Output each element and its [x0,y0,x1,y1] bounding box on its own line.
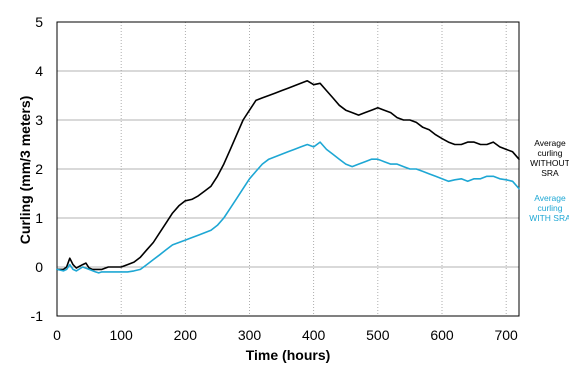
x-tick-label: 600 [430,327,454,343]
gridlines [57,22,519,316]
x-axis-ticks: 0 100 200 300 400 500 600 700 [53,327,518,343]
x-tick-label: 300 [238,327,262,343]
y-tick-label: 2 [35,161,43,177]
y-axis-label: Curling (mm/3 meters) [17,96,33,245]
legend: AveragecurlingWITHOUTSRAAveragecurlingWI… [529,138,569,223]
y-tick-label: -1 [31,308,44,324]
series-line-2 [56,141,520,274]
x-tick-label: 0 [53,327,61,343]
plot-area-border [56,21,520,317]
legend-text-line: Average [534,138,566,148]
x-tick-label: 400 [302,327,326,343]
legend-text-line: WITHOUT [530,158,569,168]
y-tick-label: 0 [35,259,43,275]
series-line-1 [56,80,520,271]
legend-text-line: SRA [541,168,559,178]
y-tick-label: 5 [35,14,43,30]
x-tick-label: 500 [366,327,390,343]
legend-text-line: Average [534,193,566,203]
legend-text-line: WITH SRA [529,213,569,223]
x-axis-label: Time (hours) [246,347,331,363]
legend-text-line: curling [537,203,562,213]
series-layer [56,80,520,274]
y-tick-label: 4 [35,63,43,79]
y-tick-label: 1 [35,210,43,226]
y-tick-label: 3 [35,112,43,128]
x-tick-label: 200 [174,327,198,343]
x-tick-label: 700 [494,327,518,343]
x-tick-label: 100 [109,327,133,343]
y-axis-ticks: -1 0 1 2 3 4 5 [31,14,44,324]
legend-text-line: curling [537,148,562,158]
